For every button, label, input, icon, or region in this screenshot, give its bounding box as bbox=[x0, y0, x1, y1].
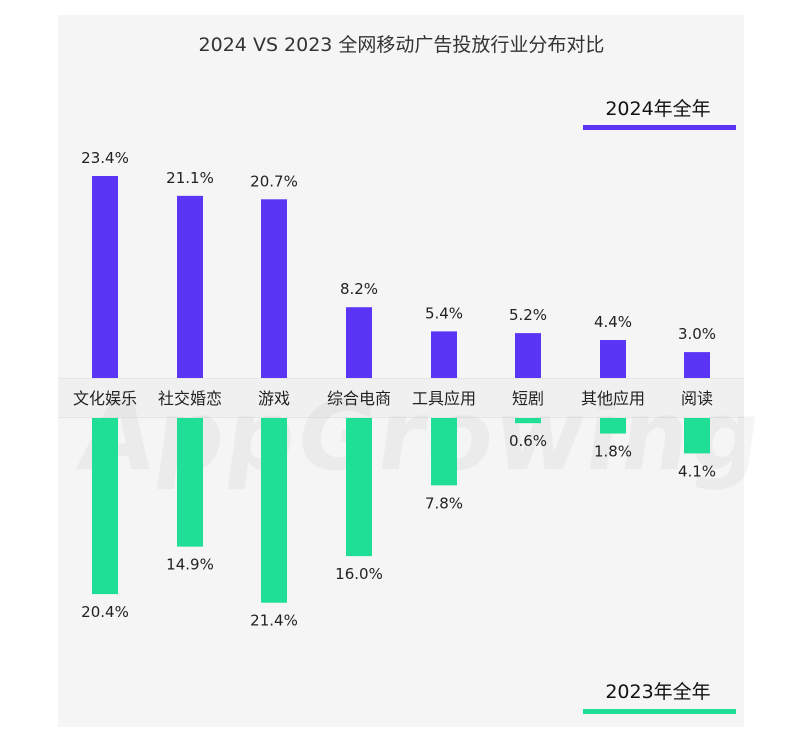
value-label-2023: 21.4% bbox=[250, 612, 298, 630]
category-label: 文化娱乐 bbox=[73, 389, 137, 408]
value-label-2024: 5.2% bbox=[509, 306, 547, 324]
category-label: 其他应用 bbox=[581, 389, 645, 408]
value-label-2024: 8.2% bbox=[340, 280, 378, 298]
value-label-2024: 4.4% bbox=[594, 313, 632, 331]
value-label-2023: 0.6% bbox=[509, 432, 547, 450]
bar-2023 bbox=[515, 418, 541, 424]
value-label-2024: 5.4% bbox=[425, 304, 463, 322]
value-label-2024: 20.7% bbox=[250, 172, 298, 190]
legend-2024-swatch bbox=[583, 125, 736, 130]
value-label-2023: 1.8% bbox=[594, 443, 632, 461]
chart-title: 2024 VS 2023 全网移动广告投放行业分布对比 bbox=[198, 34, 605, 56]
category-label: 工具应用 bbox=[412, 389, 476, 408]
legend-2023-swatch bbox=[583, 709, 736, 714]
bar-2023 bbox=[261, 418, 287, 603]
bar-2024 bbox=[684, 352, 710, 378]
value-label-2024: 3.0% bbox=[678, 325, 716, 343]
category-label: 综合电商 bbox=[327, 389, 391, 408]
bar-2023 bbox=[600, 418, 626, 434]
category-label: 游戏 bbox=[258, 389, 290, 408]
value-label-2023: 16.0% bbox=[335, 565, 383, 583]
value-label-2023: 14.9% bbox=[166, 556, 214, 574]
value-label-2024: 23.4% bbox=[81, 149, 129, 167]
value-label-2023: 20.4% bbox=[81, 603, 129, 621]
value-label-2023: 4.1% bbox=[678, 462, 716, 480]
legend-2024-label: 2024年全年 bbox=[605, 98, 711, 120]
category-label: 社交婚恋 bbox=[158, 389, 222, 408]
bar-2023 bbox=[346, 418, 372, 557]
category-label: 短剧 bbox=[512, 389, 544, 408]
bar-2023 bbox=[92, 418, 118, 595]
bar-2024 bbox=[515, 333, 541, 378]
legend-2023-label: 2023年全年 bbox=[605, 681, 711, 703]
bar-2024 bbox=[346, 307, 372, 378]
bar-2024 bbox=[92, 176, 118, 378]
bar-2023 bbox=[684, 418, 710, 454]
chart-panel bbox=[58, 15, 744, 727]
value-label-2023: 7.8% bbox=[425, 494, 463, 512]
bar-2023 bbox=[177, 418, 203, 547]
bar-2023 bbox=[431, 418, 457, 486]
category-label: 阅读 bbox=[681, 389, 713, 408]
bar-2024 bbox=[431, 331, 457, 378]
bar-2024 bbox=[177, 195, 203, 378]
value-label-2024: 21.1% bbox=[166, 169, 214, 187]
bar-2024 bbox=[600, 340, 626, 378]
bar-2024 bbox=[261, 199, 287, 378]
category-axis-band bbox=[58, 378, 744, 418]
